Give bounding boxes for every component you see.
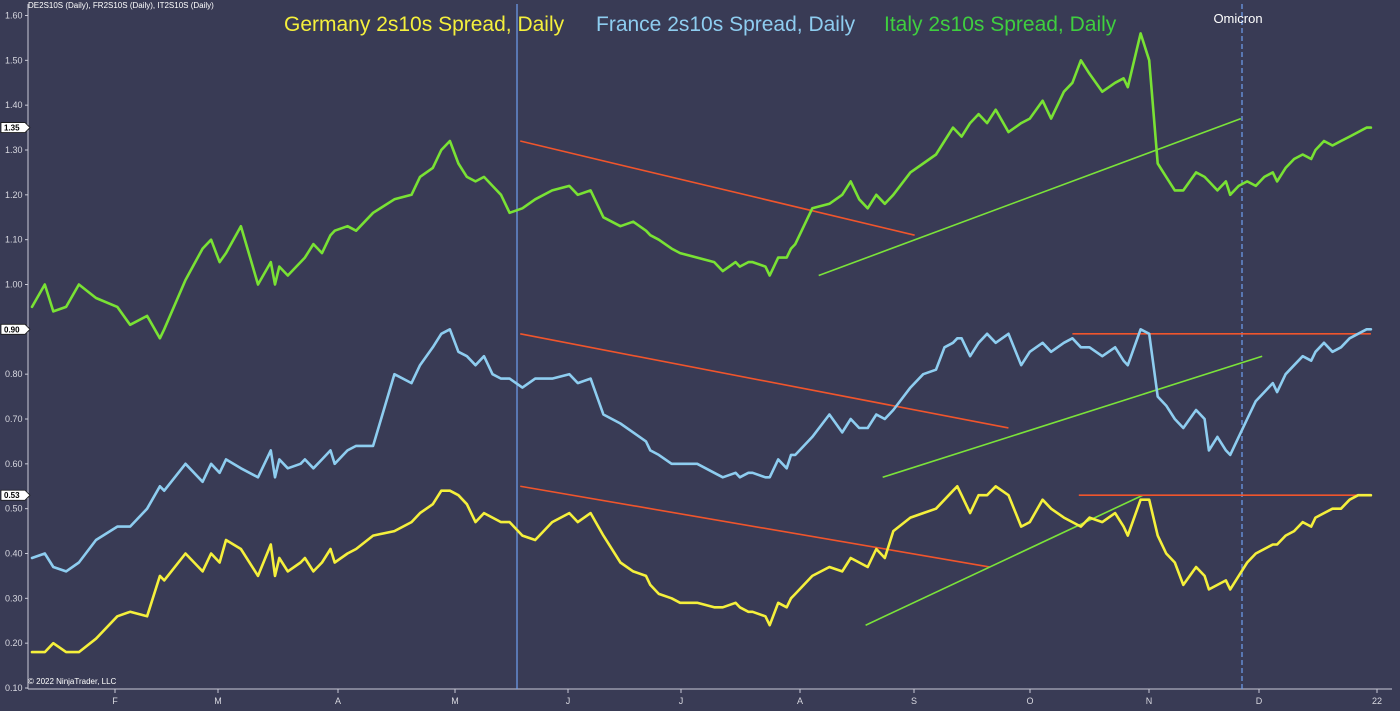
copyright-notice: © 2022 NinjaTrader, LLC [28, 677, 117, 686]
y-tick-label: 1.20 [5, 190, 23, 200]
title-france: France 2s10s Spread, Daily [596, 13, 856, 36]
title-germany: Germany 2s10s Spread, Daily [284, 13, 565, 36]
germany-uptrend-line [865, 494, 1144, 626]
y-tick-label: 0.30 [5, 593, 23, 603]
germany-downtrend-line [520, 485, 990, 568]
italy-downtrend-line [520, 140, 915, 236]
last-value-badge [0, 489, 31, 501]
france-uptrend-line [882, 355, 1263, 479]
y-tick-label: 0.20 [5, 638, 23, 648]
x-tick-label: 22 [1372, 696, 1382, 706]
last-value-badge-label: 0.90 [4, 325, 20, 334]
germany-series-line [30, 484, 1373, 654]
y-tick-label: 0.10 [5, 683, 23, 693]
italy-uptrend-line [818, 117, 1242, 277]
y-tick-label: 0.70 [5, 414, 23, 424]
last-value-badge [0, 122, 31, 133]
x-tick-label: J [679, 696, 684, 706]
plot-frame [27, 4, 1392, 690]
france-downtrend-line [520, 333, 1009, 429]
instrument-list: DE2S10S (Daily), FR2S10S (Daily), IT2S10… [28, 1, 214, 10]
x-tick-label: O [1026, 696, 1033, 706]
x-tick-label: M [214, 696, 222, 706]
x-tick-label: F [112, 696, 118, 706]
last-value-badge-label: 0.53 [4, 491, 20, 500]
x-axis: F M A M J J A S O N D 22 [112, 689, 1382, 706]
x-tick-label: A [335, 696, 341, 706]
series-lines [30, 32, 1373, 654]
x-tick-label: M [451, 696, 459, 706]
last-value-badge [0, 323, 31, 335]
y-tick-label: 1.40 [5, 100, 23, 110]
y-tick-label: 0.60 [5, 459, 23, 469]
title-italy: Italy 2s10s Spread, Daily [884, 13, 1117, 36]
y-tick-label: 0.80 [5, 369, 23, 379]
y-tick-label: 1.50 [5, 55, 23, 65]
y-tick-label: 1.10 [5, 235, 23, 245]
last-value-badges: 1.35 0.90 0.53 [0, 122, 31, 501]
trend-lines [520, 117, 1371, 626]
y-tick-label: 1.00 [5, 280, 23, 290]
y-tick-label: 0.50 [5, 504, 23, 514]
omicron-annotation: Omicron [1213, 11, 1262, 26]
y-tick-label: 0.40 [5, 549, 23, 559]
y-tick-label: 1.30 [5, 145, 23, 155]
x-tick-label: A [797, 696, 803, 706]
france-series-line [30, 327, 1373, 573]
x-tick-label: N [1146, 696, 1153, 706]
x-tick-label: J [566, 696, 571, 706]
last-value-badge-label: 1.35 [4, 124, 20, 133]
y-tick-label: 1.60 [5, 11, 23, 21]
x-tick-label: D [1256, 696, 1263, 706]
x-tick-label: S [911, 696, 917, 706]
italy-series-line [30, 32, 1373, 340]
